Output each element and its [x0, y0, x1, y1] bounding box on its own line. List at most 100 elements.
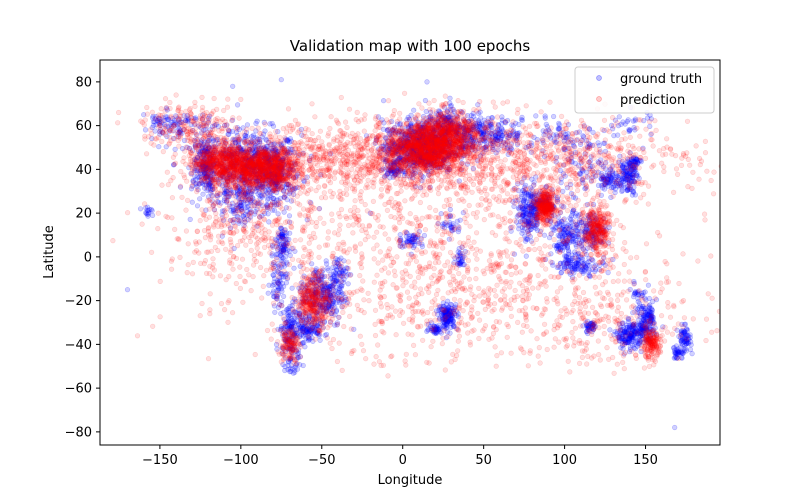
point-ground-truth [411, 107, 417, 113]
point-ground-truth [231, 190, 237, 196]
point-ground-truth [226, 146, 232, 152]
point-ground-truth [241, 154, 247, 160]
point-ground-truth [244, 168, 250, 174]
point-ground-truth [267, 121, 273, 127]
point-ground-truth [249, 154, 256, 160]
point-ground-truth [244, 204, 250, 210]
point-ground-truth [267, 192, 273, 198]
point-ground-truth [264, 173, 270, 179]
point-ground-truth [222, 190, 228, 197]
point-ground-truth [244, 133, 250, 140]
point-ground-truth [287, 230, 293, 236]
point-ground-truth [246, 196, 252, 202]
point-ground-truth [241, 177, 247, 183]
point-ground-truth [211, 161, 217, 167]
point-ground-truth [235, 139, 241, 145]
point-ground-truth [556, 220, 563, 226]
point-ground-truth [226, 171, 233, 178]
point-ground-truth [240, 146, 247, 152]
point-ground-truth [239, 191, 245, 197]
point-ground-truth [225, 178, 231, 184]
point-ground-truth [285, 137, 291, 143]
point-ground-truth [572, 213, 579, 219]
point-ground-truth [681, 328, 687, 334]
point-ground-truth [224, 178, 231, 184]
point-ground-truth [687, 346, 694, 353]
point-ground-truth [258, 184, 264, 190]
point-ground-truth [254, 151, 260, 157]
point-ground-truth [285, 149, 291, 156]
point-ground-truth [251, 162, 257, 169]
point-ground-truth [226, 151, 232, 157]
point-ground-truth [194, 168, 200, 174]
point-ground-truth [566, 249, 572, 255]
point-ground-truth [230, 154, 237, 160]
point-ground-truth [243, 155, 249, 161]
point-ground-truth [215, 123, 222, 130]
point-ground-truth [243, 141, 249, 147]
point-ground-truth [249, 188, 255, 194]
point-ground-truth [288, 368, 294, 374]
point-ground-truth [245, 155, 251, 161]
point-ground-truth [227, 148, 234, 154]
point-ground-truth [187, 216, 193, 222]
point-ground-truth [277, 174, 283, 180]
point-ground-truth [243, 176, 249, 182]
point-ground-truth [249, 134, 255, 140]
point-ground-truth [635, 322, 642, 329]
point-ground-truth [239, 174, 245, 180]
point-ground-truth [273, 251, 279, 258]
point-ground-truth [248, 185, 254, 191]
point-ground-truth [291, 265, 297, 271]
point-ground-truth [251, 155, 257, 161]
point-ground-truth [254, 118, 260, 124]
point-ground-truth [204, 174, 210, 180]
point-ground-truth [268, 141, 274, 147]
point-ground-truth [231, 137, 237, 143]
point-ground-truth [241, 176, 247, 183]
point-ground-truth [262, 168, 268, 174]
point-ground-truth [200, 191, 206, 197]
point-ground-truth [206, 145, 212, 151]
point-ground-truth [235, 191, 241, 197]
point-ground-truth [240, 164, 246, 170]
point-ground-truth [230, 180, 236, 186]
point-ground-truth [147, 207, 153, 213]
point-ground-truth [607, 327, 613, 333]
point-ground-truth [301, 177, 307, 184]
point-ground-truth [236, 126, 242, 133]
point-ground-truth [266, 148, 272, 154]
point-ground-truth [219, 182, 225, 189]
point-ground-truth [616, 114, 622, 120]
point-ground-truth [300, 333, 307, 339]
point-ground-truth [264, 206, 270, 212]
point-ground-truth [274, 173, 280, 179]
point-ground-truth [243, 148, 249, 154]
point-ground-truth [223, 151, 229, 157]
point-ground-truth [251, 171, 257, 177]
point-ground-truth [218, 161, 224, 167]
point-ground-truth [301, 340, 307, 346]
point-ground-truth [233, 157, 239, 163]
point-ground-truth [239, 188, 245, 194]
point-ground-truth [626, 128, 632, 135]
point-ground-truth [263, 136, 269, 142]
point-ground-truth [236, 160, 242, 166]
point-ground-truth [257, 167, 264, 174]
point-ground-truth [688, 342, 694, 348]
point-ground-truth [580, 268, 586, 275]
point-ground-truth [615, 132, 621, 138]
point-ground-truth [257, 190, 263, 196]
point-ground-truth [276, 163, 283, 169]
point-ground-truth [272, 181, 278, 187]
point-ground-truth [228, 159, 234, 165]
point-ground-truth [455, 229, 462, 235]
point-ground-truth [257, 161, 263, 167]
point-ground-truth [457, 217, 463, 223]
point-ground-truth [272, 163, 278, 169]
chart-title: Validation map with 100 epochs [290, 37, 531, 55]
point-ground-truth [283, 168, 290, 174]
point-ground-truth [264, 160, 270, 166]
point-ground-truth [499, 114, 505, 120]
point-ground-truth [241, 176, 247, 182]
